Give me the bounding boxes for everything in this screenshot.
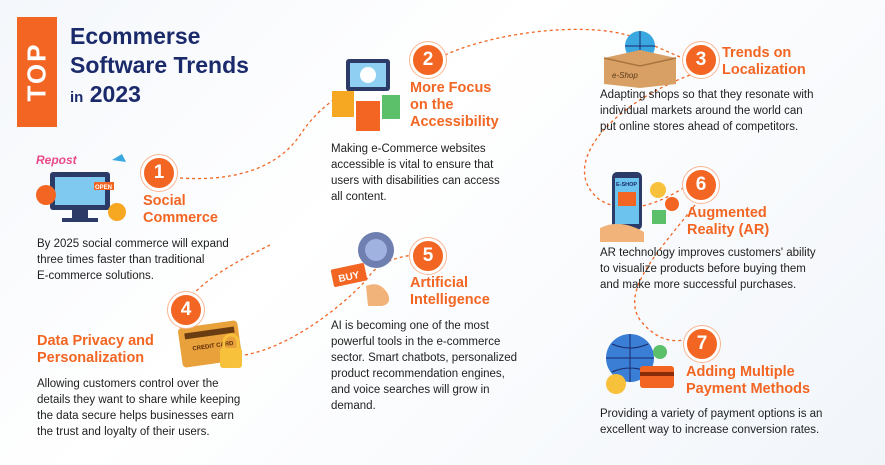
- page-title: Ecommerse Software Trends in 2023: [70, 22, 249, 112]
- social-commerce-illustration: Repost OPEN: [36, 153, 126, 222]
- ar-phone-illustration: E-SHOP: [600, 172, 679, 242]
- trend-3-heading: Trends on Localization: [722, 45, 806, 78]
- trend-6-number: 6: [683, 167, 719, 203]
- trend-5-number: 5: [410, 238, 446, 274]
- trend-5-heading: Artificial Intelligence: [410, 275, 490, 308]
- trend-7-number: 7: [684, 326, 720, 362]
- trend-4-description: Allowing customers control over the detai…: [37, 378, 241, 438]
- trend-1-description: By 2025 social commerce will expand three…: [37, 238, 229, 282]
- title-year: 2023: [89, 81, 141, 107]
- trend-6-description: AR technology improves customers' abilit…: [600, 247, 816, 291]
- eshop-box-label: e-Shop: [612, 71, 638, 80]
- trend-6-heading: Augmented Reality (AR): [687, 205, 770, 238]
- trend-3-number: 3: [683, 42, 719, 78]
- top-tag: TOP: [17, 17, 57, 127]
- globe-payment-illustration: [606, 334, 674, 394]
- eshop-phone-label: E-SHOP: [616, 182, 637, 188]
- trend-4-number: 4: [168, 292, 204, 328]
- title-line2: Software Trends: [70, 52, 249, 78]
- repost-sticker: Repost: [36, 153, 78, 167]
- accessibility-illustration: [332, 59, 400, 131]
- top-tag-text: TOP: [21, 42, 52, 102]
- ai-brain-illustration: BUY: [330, 232, 394, 306]
- credit-card-label: CREDIT CARD: [192, 341, 234, 353]
- buy-sign-label: BUY: [338, 270, 361, 285]
- trend-7-heading: Adding Multiple Payment Methods: [686, 364, 811, 397]
- globe-box-icon: e-Shop: [603, 31, 677, 88]
- trend-4-heading: Data Privacy and Personalization: [37, 333, 154, 366]
- trend-3-description: Adapting shops so that they resonate wit…: [600, 89, 814, 133]
- trend-2-number: 2: [410, 42, 446, 78]
- title-prefix: in: [70, 89, 84, 106]
- trend-1-number: 1: [141, 155, 177, 191]
- trend-1-heading: Social Commerce: [143, 193, 218, 226]
- title-line1: Ecommerse: [70, 23, 201, 49]
- trend-5-description: AI is becoming one of the most powerful t…: [331, 320, 518, 412]
- trend-2-heading: More Focus on the Accessibility: [410, 80, 499, 130]
- open-sign: OPEN: [95, 185, 112, 191]
- credit-card-lock-illustration: CREDIT CARD: [178, 320, 242, 368]
- trend-7-description: Providing a variety of payment options i…: [600, 408, 823, 436]
- trend-2-description: Making e-Commerce websites accessible is …: [331, 143, 500, 203]
